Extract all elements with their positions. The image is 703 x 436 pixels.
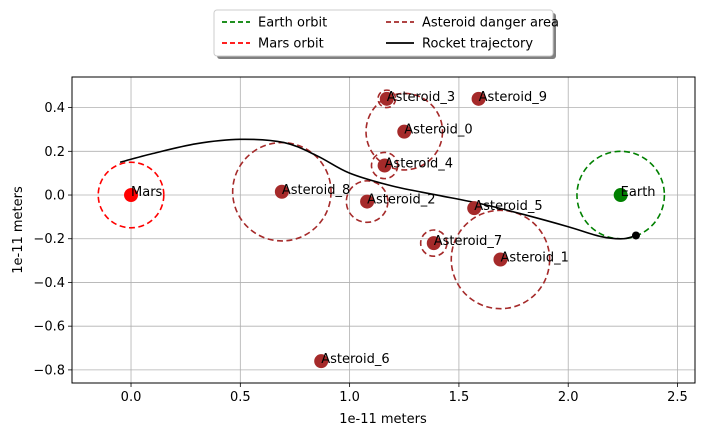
asteroid_7-danger-area	[419, 229, 448, 258]
asteroid_4-point	[377, 158, 392, 173]
asteroid_5-label: Asteroid_5	[474, 199, 542, 214]
asteroid_8-label: Asteroid_8	[282, 183, 350, 198]
ticks: 0.0 0.5 1.0 1.5 2.0 2.5 −0.8 −0.6 −0.4 −0.2 0.0 0.2…	[33, 101, 687, 405]
x-tick-label: 2.0	[558, 390, 579, 405]
legend-label: Rocket trajectory	[422, 37, 533, 52]
y-tick-label: −0.2	[33, 232, 65, 247]
asteroid_8-point	[274, 184, 289, 199]
y-tick-label: −0.4	[33, 276, 65, 291]
plot-background	[72, 77, 695, 383]
asteroid_7-point	[426, 236, 441, 251]
asteroid_2-label: Asteroid_2	[367, 193, 435, 208]
legend: Earth orbit Mars orbit Asteroid danger are…	[213, 9, 559, 59]
data-layer	[97, 89, 666, 369]
rocket-trajectory	[119, 138, 637, 240]
grid	[72, 77, 695, 383]
x-tick-label: 0.0	[121, 390, 142, 405]
asteroid_2-point	[360, 194, 375, 209]
point-labels: Asteroid_0 Asteroid_1 Asteroid_2 Asteroid_3…	[131, 90, 656, 367]
asteroid_6-label: Asteroid_6	[321, 352, 389, 367]
asteroid_0-point	[397, 124, 412, 139]
x-tick-label: 1.0	[339, 390, 360, 405]
y-tick-label: −0.6	[33, 320, 65, 335]
asteroid_2-danger-area	[345, 180, 389, 224]
rocket-position-point	[631, 231, 640, 240]
x-tick-label: 2.5	[667, 390, 688, 405]
legend-label: Earth orbit	[258, 16, 327, 31]
y-tick-label: 0.0	[44, 189, 65, 204]
y-tick-label: −0.8	[33, 363, 65, 378]
legend-label: Mars orbit	[258, 37, 324, 52]
asteroid_6-point	[314, 354, 329, 369]
y-tick-label: 0.2	[44, 145, 65, 160]
mars-point	[124, 188, 139, 203]
asteroid_0-danger-area	[365, 92, 444, 171]
x-tick-label: 0.5	[230, 390, 251, 405]
mars-label: Mars	[131, 185, 163, 200]
asteroid_9-point	[471, 91, 486, 106]
x-tick-label: 1.5	[449, 390, 470, 405]
asteroid_1-label: Asteroid_1	[500, 251, 568, 266]
asteroid_3-point	[379, 91, 394, 106]
plot-frame	[71, 76, 696, 384]
mars-orbit	[97, 161, 165, 229]
x-axis-label: 1e-11 meters	[339, 412, 427, 427]
earth-label: Earth	[621, 185, 656, 200]
asteroid_0-label: Asteroid_0	[404, 123, 472, 138]
asteroid_1-danger-area	[450, 209, 551, 310]
y-axis-label: 1e-11 meters	[11, 186, 26, 274]
asteroid_5-point	[467, 201, 482, 216]
y-tick-label: 0.4	[44, 101, 65, 116]
asteroid_4-label: Asteroid_4	[385, 157, 453, 172]
legend-label: Asteroid danger area	[422, 16, 559, 31]
legend-box	[213, 9, 554, 57]
earth-point	[613, 188, 628, 203]
asteroid_3-label: Asteroid_3	[387, 90, 455, 105]
asteroid_4-danger-area	[370, 151, 399, 180]
asteroid_1-point	[493, 252, 508, 267]
asteroid_7-label: Asteroid_7	[434, 234, 502, 249]
asteroid_3-danger-area	[377, 89, 397, 109]
asteroid_9-label: Asteroid_9	[479, 90, 547, 105]
